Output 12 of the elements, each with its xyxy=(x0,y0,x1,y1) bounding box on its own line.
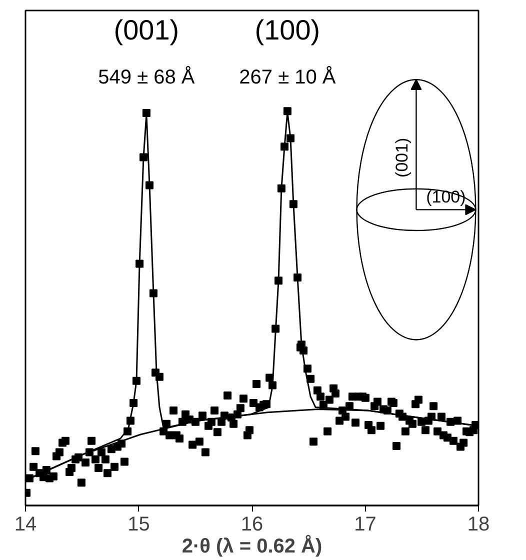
x-tick-label: 17 xyxy=(354,514,376,536)
annotation: (100) xyxy=(426,188,466,207)
x-tick-label: 14 xyxy=(14,514,37,536)
text: 549 ± 68 Å xyxy=(98,66,196,89)
text: (100) xyxy=(254,14,320,46)
x-axis-title: 2·θ (λ = 0.62 Å) xyxy=(182,534,322,558)
text: (001) xyxy=(114,14,180,46)
x-tick-label: 16 xyxy=(240,514,264,536)
x-tick-label: 18 xyxy=(467,514,490,536)
text: 267 ± 10 Å xyxy=(239,66,336,89)
x-tick-label: 15 xyxy=(128,514,150,536)
annotation: (001) xyxy=(392,138,412,178)
